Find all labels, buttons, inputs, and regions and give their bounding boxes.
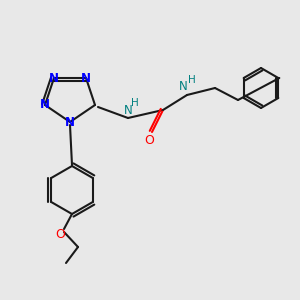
Text: N: N xyxy=(124,103,132,116)
Text: H: H xyxy=(188,75,196,85)
Text: N: N xyxy=(81,71,91,85)
Text: N: N xyxy=(178,80,188,94)
Text: O: O xyxy=(144,134,154,146)
Text: N: N xyxy=(65,116,75,130)
Text: H: H xyxy=(131,98,139,108)
Text: N: N xyxy=(49,71,59,85)
Text: N: N xyxy=(40,98,50,112)
Text: O: O xyxy=(55,227,65,241)
